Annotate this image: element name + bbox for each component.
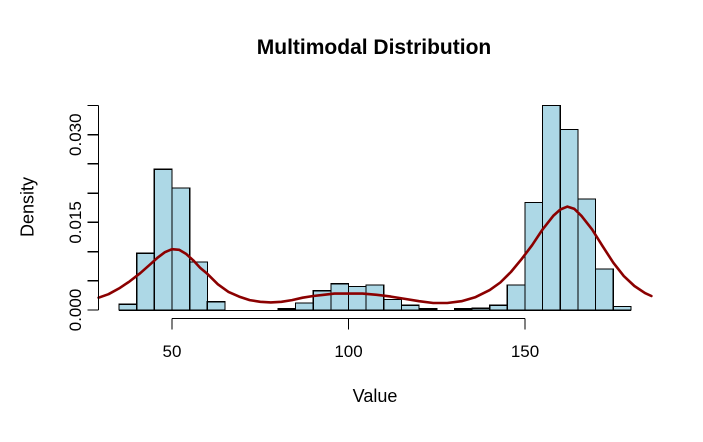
- histogram-bar: [189, 261, 208, 311]
- histogram-bar: [471, 307, 491, 311]
- chart-title: Multimodal Distribution: [256, 36, 492, 59]
- histogram-bar: [400, 304, 420, 311]
- x-tick-label: 50: [163, 342, 182, 361]
- histogram-bar: [347, 286, 367, 311]
- histogram-bar: [330, 283, 350, 311]
- histogram-bar: [489, 304, 508, 311]
- x-tick-label: 100: [334, 342, 362, 361]
- histogram-bar: [594, 268, 614, 311]
- histogram-bar: [559, 128, 579, 311]
- histogram-bar: [524, 201, 544, 311]
- histogram-bar: [453, 308, 473, 311]
- y-axis-label: Density: [17, 176, 38, 238]
- histogram-bar: [365, 284, 385, 311]
- y-tick-label: 0.000: [66, 289, 85, 332]
- histogram-bar: [612, 305, 632, 311]
- histogram-bar: [277, 308, 297, 311]
- density-curve: [97, 205, 653, 305]
- y-tick-label: 0.015: [66, 201, 85, 244]
- histogram-bar: [295, 302, 314, 311]
- x-tick-label: 150: [511, 342, 539, 361]
- histogram-bar: [541, 104, 561, 311]
- histogram-bar: [153, 168, 173, 311]
- histogram-bar: [418, 308, 438, 311]
- x-axis-label: Value: [352, 386, 398, 406]
- histogram-bar: [206, 301, 226, 311]
- histogram-bar: [383, 298, 403, 311]
- y-tick-label: 0.030: [66, 113, 85, 156]
- histogram-bar: [118, 303, 138, 311]
- histogram-bar: [506, 284, 526, 311]
